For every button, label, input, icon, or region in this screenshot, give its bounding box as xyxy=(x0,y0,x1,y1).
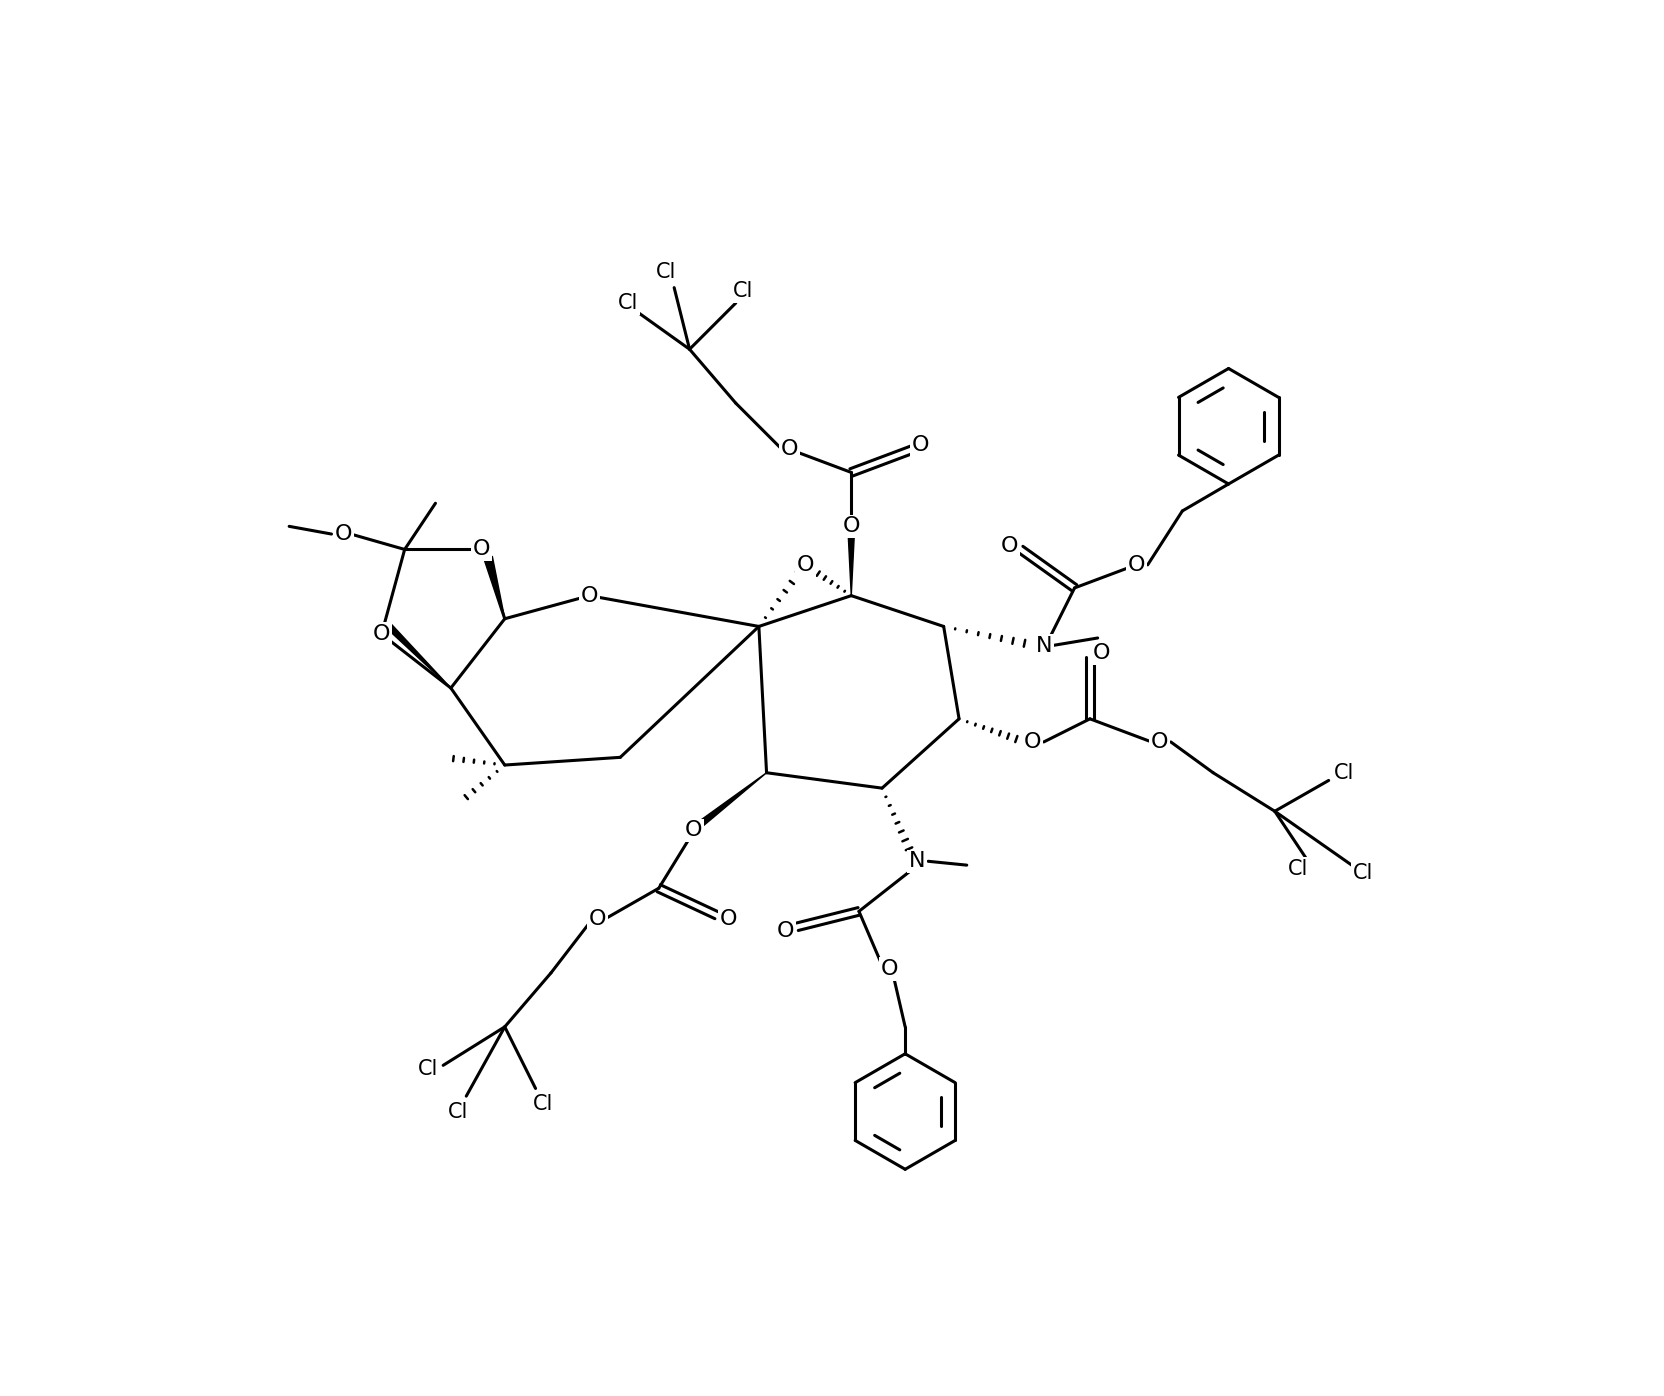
Text: O: O xyxy=(334,524,351,544)
Text: N: N xyxy=(909,852,925,871)
Text: O: O xyxy=(1000,536,1018,556)
Text: O: O xyxy=(912,436,929,455)
Text: Cl: Cl xyxy=(1335,762,1354,783)
Text: Cl: Cl xyxy=(656,262,677,282)
Text: Cl: Cl xyxy=(532,1094,554,1114)
Text: O: O xyxy=(719,909,737,930)
Text: Cl: Cl xyxy=(1353,863,1373,882)
Text: O: O xyxy=(842,517,860,536)
Text: Cl: Cl xyxy=(418,1060,438,1079)
Text: Cl: Cl xyxy=(1288,859,1308,879)
Text: O: O xyxy=(473,539,491,560)
Polygon shape xyxy=(486,557,504,618)
Text: O: O xyxy=(581,586,599,606)
Polygon shape xyxy=(696,773,767,829)
Text: O: O xyxy=(780,440,799,459)
Polygon shape xyxy=(388,624,451,688)
Text: O: O xyxy=(589,909,606,930)
Text: O: O xyxy=(1150,732,1168,752)
Text: O: O xyxy=(880,959,899,979)
Polygon shape xyxy=(849,530,855,596)
Text: O: O xyxy=(1093,644,1110,663)
Text: O: O xyxy=(797,554,814,575)
Text: Cl: Cl xyxy=(734,282,754,302)
Text: N: N xyxy=(1035,635,1052,656)
Text: O: O xyxy=(1128,554,1145,575)
Text: Cl: Cl xyxy=(617,293,639,313)
Text: Cl: Cl xyxy=(448,1101,469,1121)
Text: O: O xyxy=(684,821,702,840)
Text: O: O xyxy=(1023,732,1042,752)
Text: O: O xyxy=(373,624,391,644)
Text: O: O xyxy=(777,920,795,941)
